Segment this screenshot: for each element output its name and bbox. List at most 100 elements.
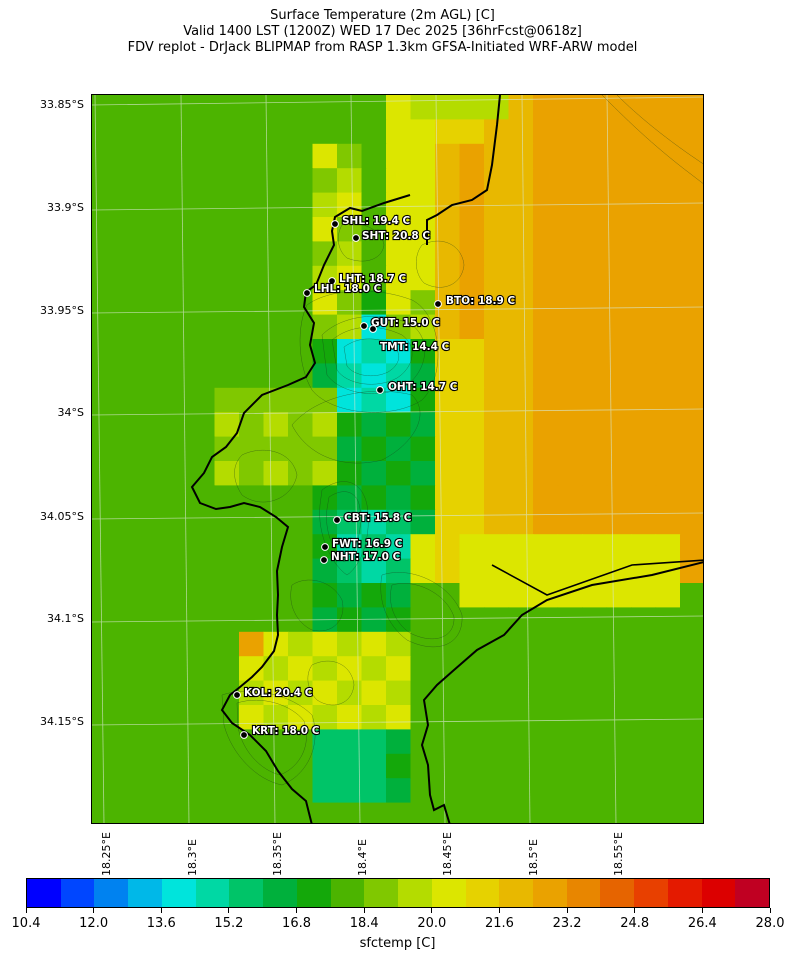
grid-cell <box>484 241 510 267</box>
colorbar-tick-label: 18.4 <box>349 916 379 931</box>
grid-cell <box>459 778 485 804</box>
grid-cell <box>288 241 314 267</box>
grid-cell <box>606 485 632 511</box>
grid-cell <box>655 314 681 340</box>
grid-cell <box>435 485 461 511</box>
grid-cell <box>263 339 289 364</box>
grid-cell <box>582 314 608 340</box>
grid-cell <box>533 314 559 340</box>
grid-cell <box>312 436 338 462</box>
grid-cell <box>386 119 412 145</box>
grid-cell <box>680 143 703 169</box>
station-marker[interactable] <box>369 325 377 333</box>
longitude-label: 18.55°E <box>612 832 625 876</box>
grid-cell <box>606 729 632 755</box>
station-marker[interactable] <box>321 543 329 551</box>
station-marker[interactable] <box>303 289 311 297</box>
station-marker[interactable] <box>320 556 328 564</box>
grid-cell <box>92 534 118 560</box>
grid-cell <box>239 558 265 584</box>
grid-cell <box>361 802 387 823</box>
grid-cell <box>165 778 191 804</box>
grid-cell <box>533 802 559 823</box>
grid-cell <box>337 143 363 169</box>
grid-cell <box>655 753 681 779</box>
grid-cell <box>141 168 167 194</box>
grid-cell <box>361 265 387 291</box>
grid-cell <box>582 168 608 194</box>
grid-cell <box>435 168 461 194</box>
grid-cell <box>631 461 657 486</box>
grid-cell <box>361 168 387 194</box>
grid-cell <box>533 656 559 682</box>
grid-cell <box>606 631 632 657</box>
station-marker[interactable] <box>240 731 248 739</box>
colorbar-swatch <box>566 879 601 907</box>
grid-cell <box>557 778 583 804</box>
grid-cell <box>141 607 167 633</box>
grid-cell <box>655 631 681 657</box>
grid-cell <box>116 485 142 511</box>
grid-cell <box>680 705 703 730</box>
grid-cell <box>361 241 387 267</box>
grid-cell <box>141 631 167 657</box>
grid-cell <box>680 729 703 755</box>
grid-cell <box>116 656 142 682</box>
grid-cell <box>606 461 632 486</box>
grid-cell <box>508 217 534 242</box>
grid-cell <box>116 265 142 291</box>
grid-cell <box>680 802 703 823</box>
colorbar-tick <box>431 908 433 913</box>
grid-cell <box>116 534 142 560</box>
grid-cell <box>582 217 608 242</box>
grid-cell <box>508 119 534 145</box>
grid-cell <box>239 265 265 291</box>
station-label: KRT: 18.0 C <box>252 725 320 737</box>
station-marker[interactable] <box>352 234 360 242</box>
grid-cell <box>410 387 436 413</box>
station-marker[interactable] <box>376 386 384 394</box>
grid-cell <box>508 583 534 608</box>
grid-cell <box>606 656 632 682</box>
grid-cell <box>557 802 583 823</box>
grid-cell <box>214 802 240 823</box>
grid-cell <box>312 143 338 169</box>
grid-cell <box>557 485 583 511</box>
grid-cell <box>337 778 363 804</box>
station-marker[interactable] <box>328 277 336 285</box>
grid-cell <box>557 290 583 316</box>
station-marker[interactable] <box>434 300 442 308</box>
grid-cell <box>410 363 436 389</box>
grid-cell <box>190 339 216 364</box>
station-marker[interactable] <box>331 220 339 228</box>
station-marker[interactable] <box>360 322 368 330</box>
grid-cell <box>631 583 657 608</box>
colorbar-tick-label: 21.6 <box>484 916 514 931</box>
grid-cell <box>533 607 559 633</box>
grid-cell <box>214 339 240 364</box>
grid-cell <box>141 583 167 608</box>
colorbar-tick <box>498 908 500 913</box>
grid-cell <box>92 656 118 682</box>
map-panel[interactable]: SHL: 19.4 C SHT: 20.8 C LHT: 18.7 C LHL: 18… <box>91 94 704 824</box>
grid-cell <box>263 119 289 145</box>
grid-cell <box>655 534 681 560</box>
grid-cell <box>288 95 314 120</box>
station-marker[interactable] <box>333 516 341 524</box>
grid-cell <box>116 192 142 218</box>
grid-cell <box>533 143 559 169</box>
grid-cell <box>508 485 534 511</box>
grid-cell <box>508 802 534 823</box>
station-marker[interactable] <box>233 691 241 699</box>
colorbar-swatch <box>128 879 162 907</box>
grid-cell <box>312 729 338 755</box>
grid-cell <box>361 680 387 706</box>
grid-cell <box>165 753 191 779</box>
grid-cell <box>508 705 534 730</box>
grid-cell <box>582 339 608 364</box>
grid-cell <box>631 363 657 389</box>
colorbar-tick-label: 15.2 <box>214 916 244 931</box>
latitude-label: 34.05°S <box>40 510 84 523</box>
grid-cell <box>190 631 216 657</box>
